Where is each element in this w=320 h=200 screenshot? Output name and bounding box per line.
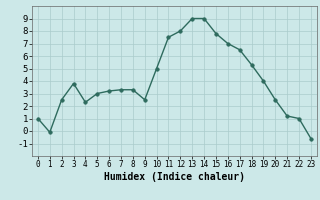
X-axis label: Humidex (Indice chaleur): Humidex (Indice chaleur) bbox=[104, 172, 245, 182]
